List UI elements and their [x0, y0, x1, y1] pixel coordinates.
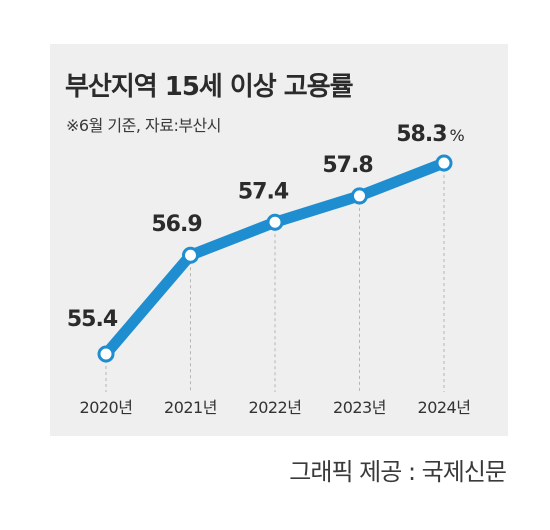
- data-point-3: [351, 187, 368, 205]
- x-axis-tick-labels: 2020년 2021년 2022년 2023년 2024년: [80, 398, 471, 417]
- data-points: [97, 154, 453, 363]
- chart-title: 부산지역 15세 이상 고용률: [65, 72, 354, 102]
- data-label-3: 57.8: [322, 153, 372, 178]
- x-tick-label-1: 2021년: [164, 398, 217, 417]
- data-point-4: [435, 154, 453, 172]
- data-label-2: 57.4: [238, 179, 289, 204]
- chart-panel: [50, 44, 508, 436]
- data-label-4: 58.3%: [396, 122, 464, 147]
- data-label-0: 55.4: [67, 307, 118, 332]
- x-tick-label-2: 2022년: [249, 398, 302, 417]
- data-point-1: [182, 246, 199, 264]
- data-point-2: [266, 213, 284, 231]
- data-label-1: 56.9: [151, 212, 201, 237]
- x-tick-label-0: 2020년: [80, 398, 133, 417]
- data-point-0: [97, 345, 115, 363]
- x-tick-label-3: 2023년: [333, 398, 386, 417]
- graphic-credit: 그래픽 제공 : 국제신문: [289, 458, 507, 486]
- unit-label: %: [450, 126, 465, 145]
- x-tick-label-4: 2024년: [418, 398, 471, 417]
- data-labels: 55.4 56.9 57.4 57.8 58.3%: [67, 122, 466, 332]
- chart-subtitle: ※6월 기준, 자료:부산시: [66, 116, 222, 135]
